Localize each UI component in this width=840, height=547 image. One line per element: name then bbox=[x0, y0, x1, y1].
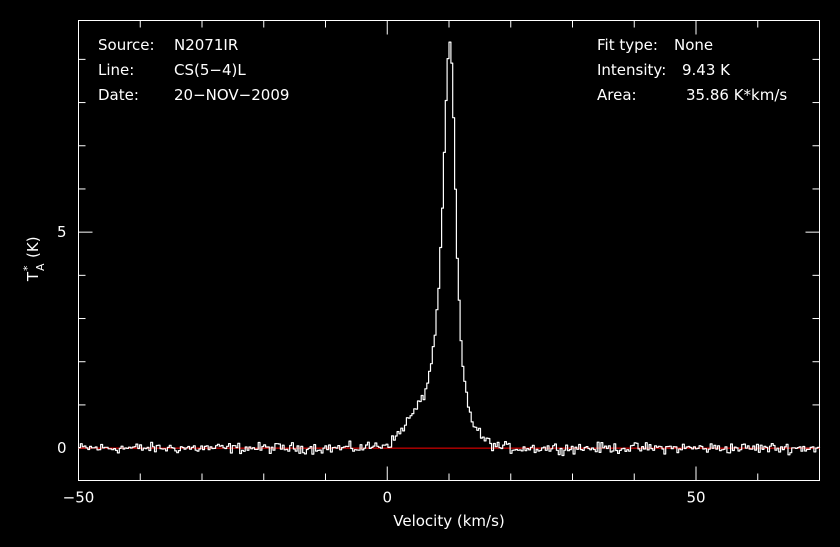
x-tick-label: 50 bbox=[686, 489, 705, 507]
source-value: N2071IR bbox=[174, 36, 238, 54]
fit-type-label: Fit type: bbox=[597, 36, 658, 54]
x-tick-label: 0 bbox=[382, 489, 392, 507]
intensity-value: 9.43 K bbox=[682, 61, 731, 79]
header-left: Source: N2071IR Line: CS(5−4)L Date: 20−… bbox=[98, 36, 289, 104]
y-axis-symbol: T bbox=[24, 271, 42, 282]
date-value: 20−NOV−2009 bbox=[174, 86, 289, 104]
y-axis-unit: (K) bbox=[24, 236, 42, 258]
tick-labels: −50 0 50 0 5 bbox=[57, 223, 706, 506]
y-axis-subscript: A bbox=[34, 263, 47, 271]
area-value: 35.86 K*km/s bbox=[686, 86, 787, 104]
x-tick-label: −50 bbox=[63, 489, 95, 507]
ticks bbox=[78, 20, 820, 481]
y-axis-superscript: * bbox=[21, 265, 34, 271]
spectrum-line bbox=[78, 41, 821, 457]
y-tick-label: 5 bbox=[57, 223, 67, 241]
source-label: Source: bbox=[98, 36, 155, 54]
y-tick-label: 0 bbox=[57, 439, 67, 457]
header-right: Fit type: None Intensity: 9.43 K Area: 3… bbox=[597, 36, 787, 104]
date-label: Date: bbox=[98, 86, 139, 104]
line-value: CS(5−4)L bbox=[174, 61, 246, 79]
area-label: Area: bbox=[597, 86, 637, 104]
line-label: Line: bbox=[98, 61, 134, 79]
y-axis-label: T * A (K) bbox=[21, 236, 47, 282]
x-axis-label: Velocity (km/s) bbox=[393, 512, 504, 530]
fit-type-value: None bbox=[674, 36, 713, 54]
intensity-label: Intensity: bbox=[597, 61, 666, 79]
